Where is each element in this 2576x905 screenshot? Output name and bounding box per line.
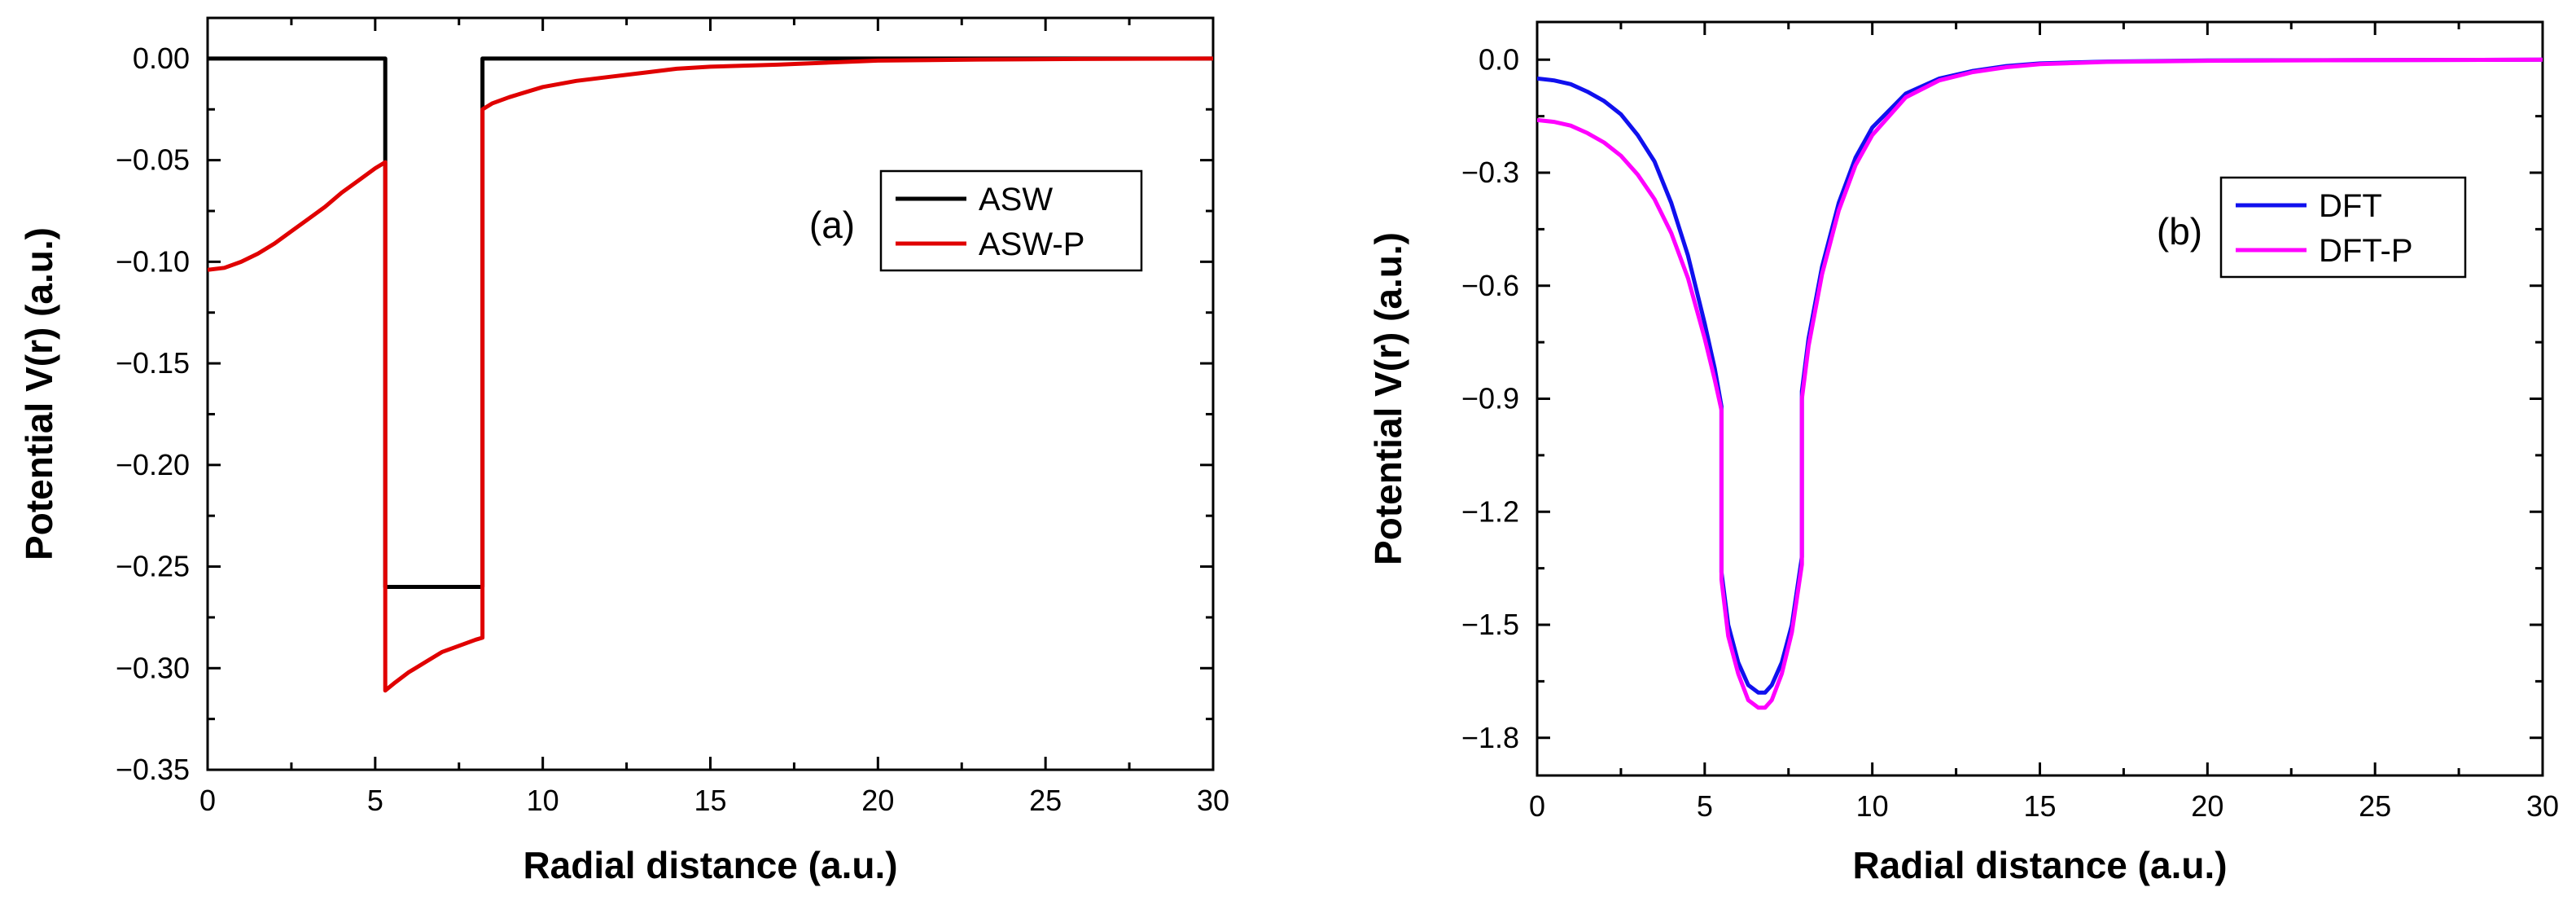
x-tick-label: 5 — [1697, 789, 1713, 823]
series-line-dft-p — [1537, 57, 2543, 710]
x-tick-label: 20 — [2191, 789, 2223, 823]
x-tick-label: 15 — [2023, 789, 2056, 823]
x-tick-label: 0 — [1529, 789, 1545, 823]
legend-label: DFT-P — [2319, 233, 2413, 269]
y-tick-label: −0.3 — [1461, 156, 1519, 189]
y-tick-label: −1.5 — [1461, 608, 1519, 641]
x-tick-label: 20 — [861, 784, 894, 817]
y-tick-label: −0.9 — [1461, 382, 1519, 415]
chart-panel-b: 0 5 10 15 20 25 30 0.0 −0.3 −0.6 −0.9 −1.2 −1.5 −1.8 R… — [1367, 20, 2559, 886]
legend-label: ASW-P — [979, 226, 1084, 262]
legend-label: ASW — [979, 182, 1053, 217]
legend-box — [879, 169, 1143, 272]
x-tick-label: 10 — [527, 784, 559, 817]
plot-frame — [1536, 20, 2544, 777]
y-tick-label: −0.05 — [116, 143, 190, 177]
y-tick-label: −0.20 — [116, 448, 190, 481]
y-tick-label: −1.2 — [1461, 494, 1519, 528]
plot-frame — [206, 16, 1215, 771]
x-tick-label: 30 — [1197, 784, 1229, 817]
x-tick-label: 0 — [199, 784, 216, 817]
y-tick-label: −0.30 — [116, 651, 190, 684]
y-axis-title: Potential V(r) (a.u.) — [18, 227, 60, 560]
x-tick-label: 15 — [694, 784, 726, 817]
series-line-asw — [208, 56, 1213, 589]
x-tick-label: 25 — [1029, 784, 1062, 817]
x-axis-title: Radial distance (a.u.) — [1852, 844, 2227, 886]
y-axis-title: Potential V(r) (a.u.) — [1367, 232, 1409, 565]
series-line-asw-p — [208, 56, 1213, 693]
y-tick-label: −0.10 — [116, 244, 190, 278]
panel-label: (b) — [2157, 210, 2202, 253]
x-axis-title: Radial distance (a.u.) — [523, 844, 897, 886]
legend-label: DFT — [2319, 188, 2382, 224]
y-tick-label: −0.25 — [116, 550, 190, 583]
chart-panel-a: 0 5 10 15 20 25 30 0.00 −0.05 −0.10 −0.15 −0.20 −0.2… — [18, 16, 1229, 886]
x-tick-label: 10 — [1856, 789, 1889, 823]
y-tick-label: −1.8 — [1461, 721, 1519, 754]
panel-label: (a) — [809, 204, 855, 246]
x-tick-label: 30 — [2526, 789, 2559, 823]
y-tick-label: 0.00 — [133, 42, 190, 75]
y-tick-label: 0.0 — [1479, 42, 1519, 76]
y-tick-label: −0.35 — [116, 753, 190, 786]
y-tick-label: −0.15 — [116, 346, 190, 380]
legend-box — [2219, 176, 2467, 279]
x-tick-label: 25 — [2359, 789, 2391, 823]
x-tick-label: 5 — [367, 784, 383, 817]
y-tick-label: −0.6 — [1461, 269, 1519, 302]
series-line-dft — [1537, 57, 2543, 695]
